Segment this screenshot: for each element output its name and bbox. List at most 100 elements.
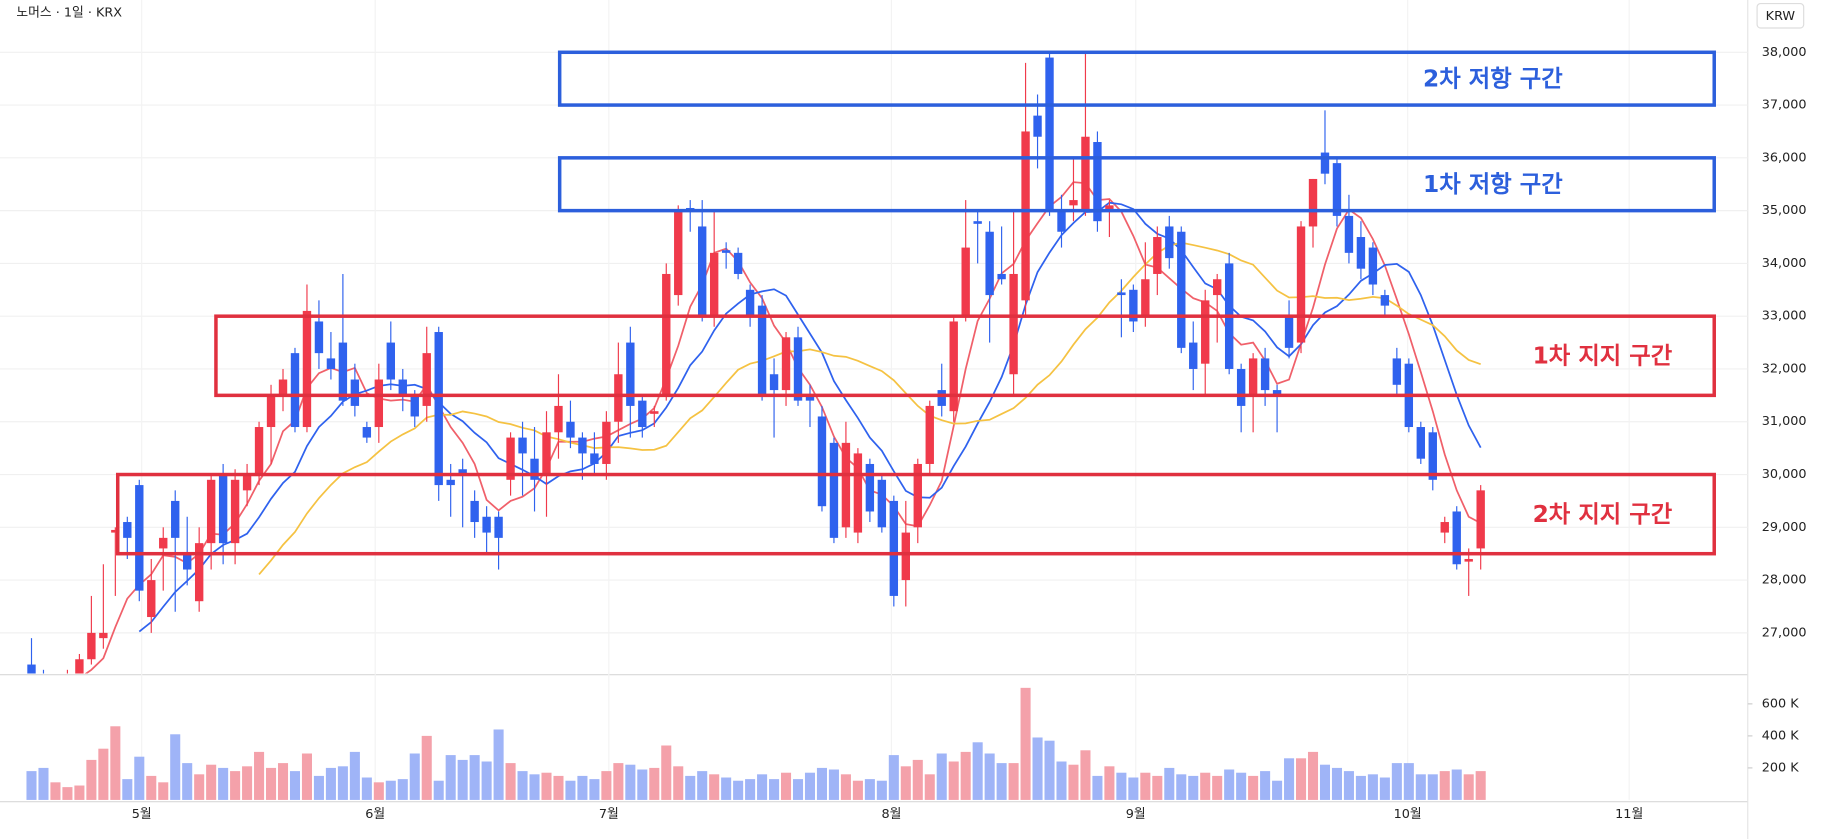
- x-tick-label: 8월: [881, 807, 901, 822]
- y-tick-label: 36,000: [1762, 150, 1807, 165]
- volume-bar: [577, 775, 588, 800]
- candle-body: [674, 210, 683, 296]
- moving-average: [258, 241, 1481, 575]
- candle-body: [1033, 115, 1042, 137]
- volume-bar: [781, 772, 792, 800]
- candle-body: [769, 374, 779, 391]
- currency-badge[interactable]: [1756, 2, 1805, 29]
- y-tick-label: 31,000: [1762, 414, 1807, 429]
- candle-body: [302, 310, 312, 428]
- candle-body: [1117, 292, 1126, 296]
- volume-bar: [421, 735, 432, 800]
- volume-bar: [86, 759, 97, 800]
- candle-body: [865, 463, 875, 512]
- candle-body: [626, 342, 635, 406]
- x-tick-label: 7월: [599, 807, 619, 822]
- y-tick-label: 37,000: [1762, 98, 1807, 113]
- candle-body: [218, 474, 228, 544]
- volume-bar: [601, 771, 612, 800]
- volume-tick-label: 400 K: [1762, 728, 1799, 743]
- volume-bar: [50, 782, 61, 800]
- candle-body: [111, 529, 120, 533]
- candle-body: [1189, 342, 1198, 369]
- zone-box: [214, 314, 1716, 398]
- candle-body: [183, 553, 192, 570]
- volume-bar: [1391, 763, 1402, 800]
- volume-bar: [409, 753, 420, 800]
- volume-bar: [1008, 763, 1019, 800]
- volume-bar: [385, 780, 396, 800]
- candle-body: [1045, 57, 1054, 211]
- y-tick-label: 29,000: [1762, 520, 1807, 535]
- volume-bar: [1379, 777, 1390, 800]
- candle-body: [985, 231, 994, 296]
- y-tick-label: 28,000: [1762, 573, 1807, 588]
- volume-bar: [1104, 766, 1115, 800]
- volume-bar: [565, 780, 576, 800]
- volume-bar: [206, 764, 217, 800]
- volume-bar: [1056, 761, 1067, 800]
- candle-body: [1081, 136, 1090, 211]
- candle-body: [877, 479, 887, 528]
- candle-body: [590, 453, 599, 464]
- x-tick-label: 10월: [1394, 807, 1422, 822]
- candle-body: [1105, 205, 1114, 211]
- volume-bar: [1415, 774, 1426, 800]
- candle-body: [709, 252, 719, 317]
- candle-body: [1476, 490, 1485, 549]
- y-tick-label: 34,000: [1762, 256, 1807, 271]
- volume-bar: [1080, 750, 1091, 800]
- moving-average: [138, 201, 1482, 633]
- volume-bar: [325, 767, 336, 800]
- volume-bar: [1116, 772, 1127, 800]
- volume-bar: [62, 787, 73, 800]
- candle-body: [566, 421, 575, 438]
- candle-body: [1141, 279, 1150, 317]
- candle-body: [1416, 427, 1425, 459]
- candle-body: [662, 273, 671, 396]
- volume-bar: [661, 745, 672, 800]
- volume-bar: [1451, 769, 1462, 800]
- candle-body: [1356, 237, 1366, 269]
- candle-body: [326, 358, 336, 369]
- volume-bar: [721, 777, 732, 800]
- volume-bar: [1020, 687, 1031, 800]
- volume-bar: [505, 763, 516, 800]
- candle-body: [1308, 178, 1318, 227]
- candle-body: [374, 379, 384, 428]
- volume-bar: [361, 777, 372, 800]
- candle-body: [530, 458, 539, 480]
- candle-body: [853, 453, 863, 533]
- volume-bar: [1032, 737, 1043, 800]
- candle-body: [1428, 432, 1437, 480]
- candle-body: [889, 500, 899, 596]
- candle-body: [1344, 215, 1354, 253]
- y-tick-label: 35,000: [1762, 203, 1807, 218]
- candle-body: [1452, 511, 1461, 565]
- volume-bar: [134, 756, 145, 800]
- volume-bar: [254, 751, 265, 800]
- volume-bar: [613, 763, 624, 800]
- candle-body: [147, 580, 156, 618]
- volume-bar: [146, 775, 157, 800]
- candle-body: [314, 321, 324, 354]
- volume-tick-label: 200 K: [1762, 760, 1799, 775]
- volume-bar: [1260, 771, 1271, 800]
- candle-body: [745, 289, 755, 317]
- candle-body: [1368, 247, 1378, 285]
- volume-bar: [277, 763, 289, 800]
- candle-body: [27, 664, 36, 674]
- candle-body: [278, 379, 288, 396]
- volume-bar: [218, 767, 229, 800]
- y-tick-label: 27,000: [1762, 625, 1807, 640]
- candle-body: [1236, 368, 1246, 406]
- volume-bar: [852, 780, 863, 800]
- candle-body: [1296, 226, 1306, 343]
- volume-bar: [697, 771, 708, 800]
- candle-body: [482, 516, 491, 533]
- candle-body: [937, 390, 946, 406]
- volume-bar: [804, 772, 816, 800]
- volume-bar: [242, 766, 253, 800]
